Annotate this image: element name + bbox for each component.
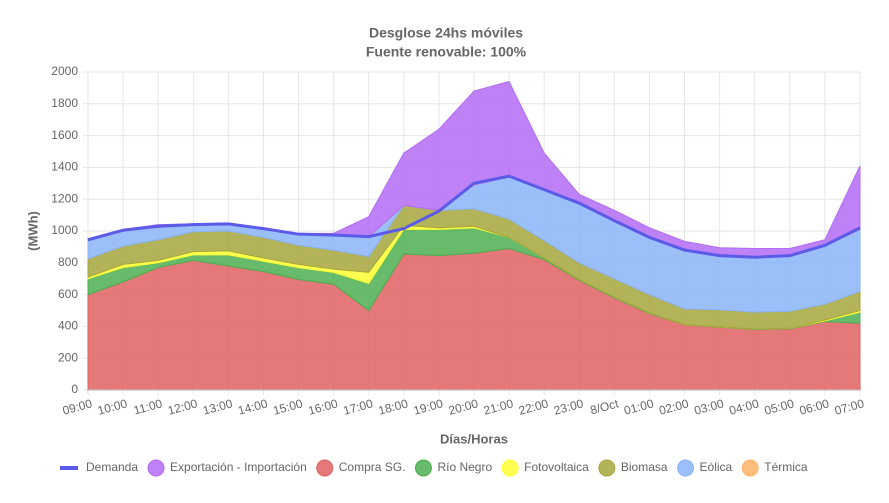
y-tick-label: 1000 (51, 223, 78, 237)
x-axis-title: Días/Horas (440, 431, 508, 446)
demand-line (87, 174, 861, 259)
legend-label: Térmica (764, 460, 808, 474)
y-tick-label: 1400 (51, 160, 78, 174)
x-tick-label: 16:00 (307, 396, 340, 417)
legend-swatch (316, 459, 334, 477)
chart-subtitle: Fuente renovable: 100% (366, 44, 527, 60)
x-tick-label: 06:00 (798, 396, 831, 417)
legend-label: Biomasa (621, 460, 668, 474)
x-tick-label: 20:00 (447, 396, 480, 417)
y-axis-title: (MWh) (25, 211, 40, 251)
x-tick-label: 22:00 (517, 396, 550, 417)
legend-swatch (741, 459, 759, 477)
x-tick-label: 8/Oct (589, 396, 621, 417)
x-tick-label: 18:00 (377, 396, 410, 417)
x-tick-label: 19:00 (412, 396, 445, 417)
x-tick-label: 03:00 (693, 396, 726, 417)
x-tick-label: 02:00 (658, 396, 691, 417)
x-tick-label: 12:00 (166, 396, 199, 417)
y-tick-label: 600 (58, 287, 78, 301)
legend-label: Fotovoltaica (524, 460, 589, 474)
y-tick-label: 2000 (51, 64, 78, 78)
x-tick-label: 13:00 (201, 396, 234, 417)
legend: Demanda Exportación - Importación Compra S… (60, 459, 808, 477)
x-tick-label: 15:00 (272, 396, 305, 417)
legend-swatch (598, 459, 616, 477)
x-tick-label: 07:00 (833, 396, 866, 417)
x-tick-label: 10:00 (96, 396, 129, 417)
x-tick-label: 05:00 (763, 396, 796, 417)
y-tick-label: 1200 (51, 191, 78, 205)
y-tick-label: 1800 (51, 96, 78, 110)
x-tick-label: 09:00 (61, 396, 94, 417)
x-tick-label: 11:00 (132, 396, 164, 417)
legend-label: Exportación - Importación (170, 460, 307, 474)
legend-label: Eólica (700, 460, 733, 474)
legend-swatch (147, 459, 165, 477)
x-tick-label: 17:00 (342, 396, 375, 417)
y-tick-label: 0 (71, 382, 78, 396)
y-tick-label: 200 (58, 350, 78, 364)
legend-label: Compra SG. (339, 460, 406, 474)
x-tick-label: 14:00 (236, 396, 269, 417)
x-tick-label: 04:00 (728, 396, 761, 417)
legend-label: Río Negro (437, 460, 492, 474)
x-tick-label: 23:00 (552, 396, 585, 417)
x-tick-label: 21:00 (482, 396, 515, 417)
y-tick-label: 400 (58, 319, 78, 333)
x-tick-label: 01:00 (622, 396, 655, 417)
legend-label: Demanda (86, 460, 138, 474)
y-tick-label: 800 (58, 255, 78, 269)
y-tick-label: 1600 (51, 128, 78, 142)
legend-swatch (414, 459, 432, 477)
legend-swatch (501, 459, 519, 477)
legend-swatch (677, 459, 695, 477)
chart-title: Desglose 24hs móviles (369, 25, 523, 41)
